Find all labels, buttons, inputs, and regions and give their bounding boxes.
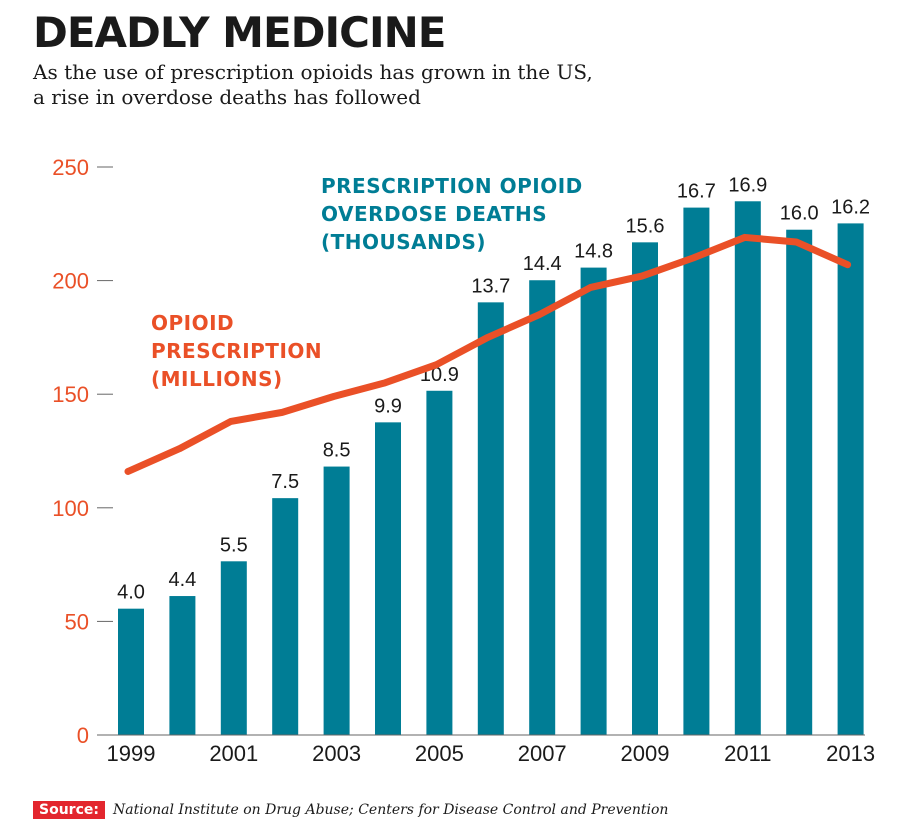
bar-value-label: 8.5 (323, 440, 351, 462)
bar (837, 223, 864, 735)
bar (786, 229, 813, 735)
bar (169, 596, 196, 735)
bar-value-label: 15.6 (626, 215, 665, 237)
prescription-line (124, 233, 852, 475)
y-tick-label: 0 (77, 723, 89, 748)
bar (272, 498, 299, 735)
x-tick-label: 1999 (107, 741, 156, 766)
source-text: National Institute on Drug Abuse; Center… (112, 802, 669, 818)
bar (529, 280, 556, 735)
x-tick-label: 2003 (312, 741, 361, 766)
chart-title: DEADLY MEDICINE (33, 8, 446, 57)
bar-series (118, 201, 864, 735)
bar (323, 466, 350, 735)
x-tick-label: 2001 (209, 741, 258, 766)
bar (734, 201, 761, 735)
chart-subtitle: As the use of prescription opioids has g… (33, 60, 593, 110)
subtitle-line-2: a rise in overdose deaths has followed (33, 85, 421, 109)
bar (477, 302, 504, 735)
bar (632, 242, 658, 735)
line-series (124, 233, 852, 475)
bar-value-label: 7.5 (271, 471, 299, 493)
bar (375, 422, 401, 735)
bar (426, 390, 453, 735)
bar-value-label: 16.7 (677, 181, 716, 203)
source-label: Source: (33, 801, 105, 819)
x-tick-label: 2013 (826, 741, 875, 766)
y-tick-label: 50 (65, 609, 89, 634)
series-labels: PRESCRIPTION OPIOID OVERDOSE DEATHS (THOUS… (151, 174, 583, 391)
y-tick-label: 200 (52, 269, 89, 294)
bar-value-label: 16.0 (780, 203, 819, 225)
bar (220, 561, 247, 735)
source-footnote: Source: National Institute on Drug Abuse… (33, 799, 668, 821)
bar-value-label: 14.8 (574, 241, 613, 263)
y-tick-label: 150 (52, 382, 89, 407)
y-tick-label: 100 (52, 496, 89, 521)
bar-value-label: 16.2 (831, 196, 870, 218)
bar-value-label: 14.4 (523, 253, 562, 275)
prescription-series-label: OPIOID PRESCRIPTION (MILLIONS) (151, 311, 322, 391)
bar-value-label: 16.9 (728, 174, 767, 196)
bar (580, 267, 607, 735)
bar-value-label: 9.9 (374, 395, 402, 417)
x-axis: 1999 2001 2003 2005 2007 2009 2011 2013 (97, 734, 875, 766)
bar (683, 207, 710, 735)
deaths-series-label: PRESCRIPTION OPIOID OVERDOSE DEATHS (THOUS… (321, 174, 583, 254)
bar-value-label: 13.7 (471, 275, 510, 297)
bar (118, 608, 144, 735)
y-axis: 0 50 100 150 200 250 (52, 155, 113, 748)
bar-value-label: 4.4 (168, 569, 196, 591)
bar-value-label: 4.0 (117, 582, 145, 604)
x-tick-label: 2007 (518, 741, 567, 766)
x-tick-label: 2009 (621, 741, 670, 766)
bar-value-labels: 4.04.45.57.58.59.910.913.714.414.815.616… (117, 174, 870, 603)
x-tick-label: 2005 (415, 741, 464, 766)
bar-value-label: 5.5 (220, 534, 248, 556)
subtitle-line-1: As the use of prescription opioids has g… (33, 60, 593, 84)
y-tick-label: 250 (52, 155, 89, 180)
x-tick-label: 2011 (724, 741, 771, 766)
